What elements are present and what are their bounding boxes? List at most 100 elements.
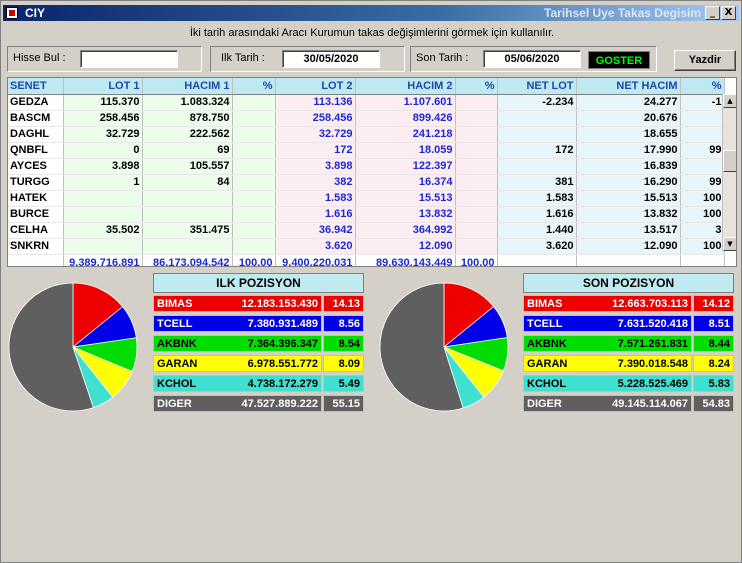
description-text: İki tarih arasındaki Aracı Kurumun takas… <box>189 27 555 39</box>
table-row[interactable]: CELHA 35.502 351.475 36.942 364.992 1.440 13.5… <box>8 222 725 239</box>
table-cell: SNKRN <box>8 238 64 255</box>
table-cell <box>455 222 498 239</box>
table-cell: 1.583 <box>497 190 577 207</box>
table-cell: 1.440 <box>497 222 577 239</box>
position-value: 49.145.114.067 <box>612 398 688 410</box>
ilk-tarih-field[interactable]: 30/05/2020 <box>282 50 380 68</box>
table-cell <box>142 238 233 255</box>
table-cell <box>455 174 498 191</box>
table-row[interactable]: GEDZA 115.370 1.083.324 113.136 1.107.601 -2.… <box>8 94 725 111</box>
table-row[interactable]: HATEK 1.583 15.513 1.583 15.513 100 <box>8 190 725 207</box>
scroll-down-arrow-icon[interactable]: ▼ <box>723 237 736 251</box>
table-cell: 1 <box>63 174 143 191</box>
position-row[interactable]: KCHOL 5.228.525.469 5.83 <box>523 375 734 393</box>
table-row[interactable]: AYCES 3.898 105.557 3.898 122.397 16.839 <box>8 158 725 175</box>
takas-grid[interactable]: SENET LOT 1 HACIM 1% LOT 2 HACIM 2% NET LOT NE… <box>7 77 737 267</box>
son-tarih-field[interactable]: 05/06/2020 <box>483 50 581 68</box>
table-cell <box>455 142 498 159</box>
table-cell: 3.898 <box>275 158 356 175</box>
scroll-thumb[interactable] <box>723 150 736 172</box>
grid-header-0[interactable]: SENET <box>8 78 64 95</box>
position-percent: 8.44 <box>693 335 734 352</box>
position-row[interactable]: GARAN 6.978.551.772 8.09 <box>153 355 364 373</box>
totals-cell <box>497 253 577 266</box>
grid-header-3[interactable]: % <box>232 78 276 95</box>
pie-slice-bimas <box>72 282 124 348</box>
table-cell: 1.583 <box>275 190 356 207</box>
position-row[interactable]: BIMAS 12.183.153.430 14.13 <box>153 295 364 313</box>
position-row[interactable]: DIGER 49.145.114.067 54.83 <box>523 395 734 413</box>
scroll-up-arrow-icon[interactable]: ▲ <box>723 94 736 108</box>
totals-cell: 9.400.220.031 <box>275 253 356 266</box>
totals-cell: 100,00 <box>455 253 498 266</box>
table-cell <box>232 206 276 223</box>
position-row[interactable]: BIMAS 12.663.703.113 14.12 <box>523 295 734 313</box>
table-row[interactable]: BURCE 1.616 13.832 1.616 13.832 100 <box>8 206 725 223</box>
table-cell: 16.374 <box>355 174 456 191</box>
grid-header-6[interactable]: % <box>455 78 498 95</box>
close-button[interactable]: X <box>721 6 736 20</box>
table-cell: 3 <box>680 222 725 239</box>
position-value: 7.631.520.418 <box>617 318 688 330</box>
position-row[interactable]: TCELL 7.380.931.489 8.56 <box>153 315 364 333</box>
grid-header-2[interactable]: HACIM 1 <box>142 78 233 95</box>
table-cell: DAGHL <box>8 126 64 143</box>
position-percent: 8.09 <box>323 355 364 372</box>
grid-vertical-scrollbar[interactable]: ▲ ▼ <box>722 94 736 251</box>
table-row[interactable]: BASCM 258.456 878.750 258.456 899.426 20.676 <box>8 110 725 127</box>
position-value: 7.571.261.831 <box>617 338 688 350</box>
table-cell: 17.990 <box>576 142 681 159</box>
table-cell <box>232 110 276 127</box>
grid-header-8[interactable]: NET HACIM <box>576 78 681 95</box>
position-name: TCELL <box>153 315 322 332</box>
title-bar[interactable]: CIY Tarihsel Uye Takas Degisim _ X <box>3 5 739 21</box>
table-cell: CELHA <box>8 222 64 239</box>
position-percent: 54.83 <box>693 395 734 412</box>
position-value: 5.228.525.469 <box>617 378 688 390</box>
table-cell <box>455 238 498 255</box>
table-cell: 15.513 <box>355 190 456 207</box>
table-cell <box>63 190 143 207</box>
position-percent: 5.83 <box>693 375 734 392</box>
table-row[interactable]: SNKRN 3.620 12.090 3.620 12.090 100 <box>8 238 725 255</box>
yazdir-button[interactable]: Yazdir <box>674 50 736 71</box>
grid-header-7[interactable]: NET LOT <box>497 78 577 95</box>
totals-cell: 9.389.716.891 <box>63 253 143 266</box>
position-percent: 8.51 <box>693 315 734 332</box>
table-cell: 18.655 <box>576 126 681 143</box>
position-row[interactable]: AKBNK 7.364.396.347 8.54 <box>153 335 364 353</box>
grid-header-5[interactable]: HACIM 2 <box>355 78 456 95</box>
table-cell: 13.517 <box>576 222 681 239</box>
position-name: TCELL <box>523 315 692 332</box>
table-cell: 100 <box>680 206 725 223</box>
minimize-button[interactable]: _ <box>705 6 720 20</box>
position-name: DIGER <box>153 395 322 412</box>
position-value: 7.380.931.489 <box>247 318 318 330</box>
goster-button[interactable]: GOSTER <box>588 51 650 69</box>
ilk-tarih-group <box>210 46 405 72</box>
table-cell <box>232 174 276 191</box>
table-row[interactable]: QNBFL 0 69 172 18.059 172 17.990 99 <box>8 142 725 159</box>
table-cell <box>232 126 276 143</box>
table-row[interactable]: DAGHL 32.729 222.562 32.729 241.218 18.655 <box>8 126 725 143</box>
position-name: KCHOL <box>153 375 322 392</box>
position-row[interactable]: DIGER 47.527.889.222 55.15 <box>153 395 364 413</box>
grid-header-4[interactable]: LOT 2 <box>275 78 356 95</box>
table-cell: 18.059 <box>355 142 456 159</box>
grid-header-1[interactable]: LOT 1 <box>63 78 143 95</box>
position-row[interactable]: KCHOL 4.738.172.279 5.49 <box>153 375 364 393</box>
table-cell: 115.370 <box>63 94 143 111</box>
ilk-tarih-label: Ilk Tarih : <box>221 52 265 64</box>
table-cell: 3.620 <box>497 238 577 255</box>
grid-header-9[interactable]: % <box>680 78 725 95</box>
position-name: BIMAS <box>523 295 692 312</box>
position-percent: 8.56 <box>323 315 364 332</box>
table-row[interactable]: TURGG 1 84 382 16.374 381 16.290 99 <box>8 174 725 191</box>
position-percent: 55.15 <box>323 395 364 412</box>
totals-cell <box>8 253 64 266</box>
position-row[interactable]: GARAN 7.390.018.548 8.24 <box>523 355 734 373</box>
position-row[interactable]: AKBNK 7.571.261.831 8.44 <box>523 335 734 353</box>
hisse-search-input[interactable] <box>80 50 178 68</box>
position-row[interactable]: TCELL 7.631.520.418 8.51 <box>523 315 734 333</box>
position-name: DIGER <box>523 395 692 412</box>
